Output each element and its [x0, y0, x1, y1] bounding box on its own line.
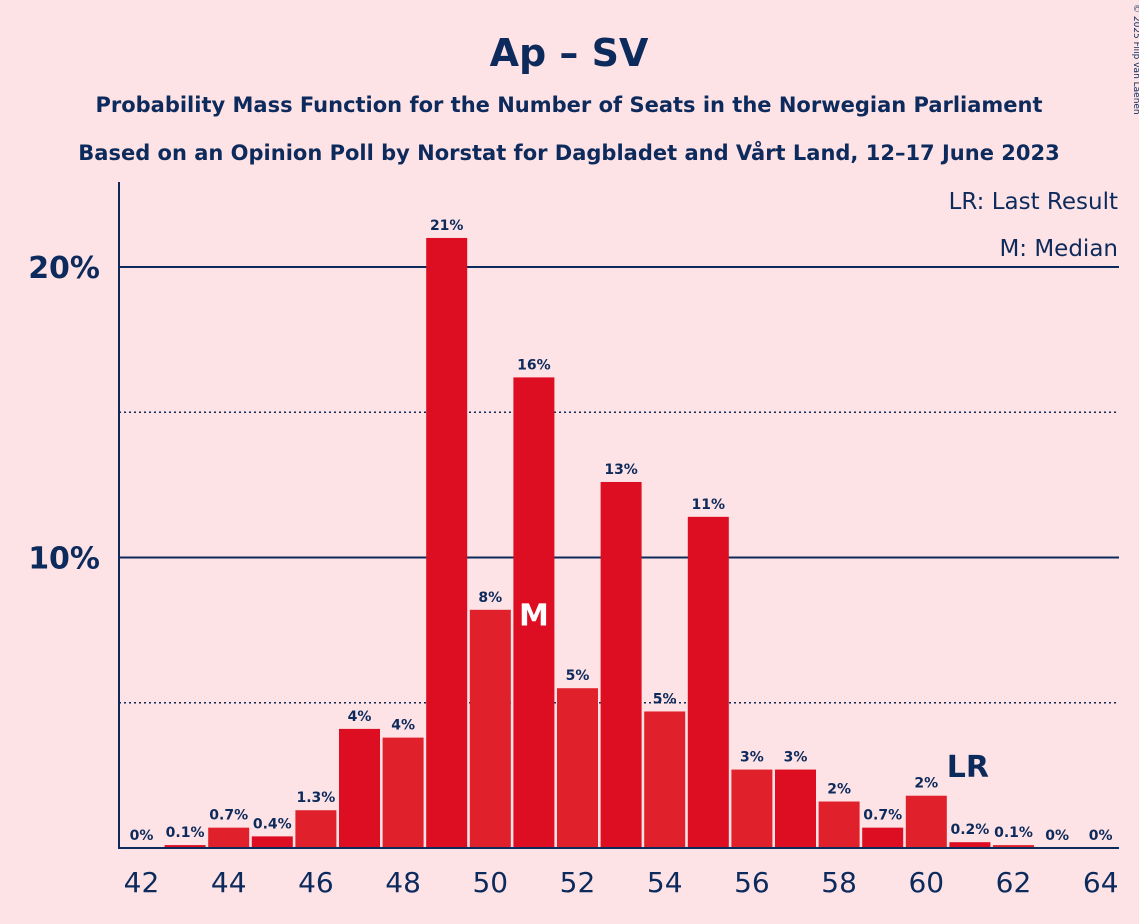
bar — [382, 737, 424, 848]
data-label: 8% — [478, 590, 502, 606]
bar — [731, 769, 773, 848]
data-label: 11% — [692, 497, 726, 513]
data-label: 13% — [604, 462, 638, 478]
legend-median: M: Median — [999, 236, 1118, 262]
bar — [164, 845, 206, 848]
data-label: 0.1% — [994, 825, 1033, 841]
x-tick-label: 50 — [472, 866, 508, 899]
x-tick-label: 54 — [647, 866, 683, 899]
data-label: 3% — [740, 750, 764, 766]
x-tick-label: 56 — [734, 866, 770, 899]
bar — [557, 688, 598, 848]
bar — [644, 711, 686, 848]
bar — [905, 795, 947, 848]
bar — [469, 609, 511, 848]
y-tick-label: 20% — [28, 251, 100, 286]
legend-backdrop-lr — [930, 182, 1120, 216]
data-label: 0.4% — [253, 816, 292, 832]
data-label: 5% — [566, 668, 590, 684]
chart-title: Ap – SV — [490, 31, 649, 75]
data-label: 21% — [430, 218, 464, 234]
data-label: 4% — [391, 718, 415, 734]
data-label: 0% — [1045, 828, 1069, 844]
data-label: 3% — [784, 750, 808, 766]
legend-backdrop-median — [980, 230, 1120, 266]
data-label: 2% — [827, 782, 851, 798]
bar — [295, 810, 337, 848]
data-label: 0.1% — [166, 825, 205, 841]
x-tick-label: 58 — [821, 866, 857, 899]
bar — [993, 845, 1034, 848]
data-label: 5% — [653, 691, 677, 707]
data-label: 2% — [914, 776, 938, 792]
x-tick-label: 46 — [298, 866, 334, 899]
x-tick-labels: 42 44 46 48 50 52 54 56 58 60 62 64 — [124, 866, 1119, 899]
y-tick-label: 10% — [28, 542, 100, 577]
bars — [164, 237, 1034, 848]
bar — [339, 728, 380, 848]
data-label: 0.2% — [950, 822, 989, 838]
bar — [775, 769, 816, 848]
chart-subtitle-2: Based on an Opinion Poll by Norstat for … — [78, 140, 1059, 165]
y-tick-labels: 10% 20% — [28, 251, 100, 577]
bar — [251, 836, 293, 848]
data-label: 0% — [1089, 828, 1113, 844]
bar — [818, 801, 860, 848]
bar — [513, 377, 555, 848]
x-tick-label: 62 — [996, 866, 1032, 899]
data-labels: 0% 0.1%0.7%0.4%1.3%4%4%21%8%16%5%13%5%11%… — [130, 218, 1113, 844]
x-tick-label: 60 — [908, 866, 944, 899]
bar — [949, 842, 991, 848]
bar — [208, 827, 250, 848]
x-tick-label: 48 — [385, 866, 421, 899]
data-label: 1.3% — [296, 790, 335, 806]
data-label: 0% — [130, 828, 154, 844]
bar — [862, 827, 904, 848]
x-tick-label: 64 — [1083, 866, 1119, 899]
data-label: 16% — [517, 357, 551, 373]
x-tick-label: 44 — [211, 866, 247, 899]
median-marker: M — [519, 598, 549, 633]
chart-subtitle-1: Probability Mass Function for the Number… — [95, 93, 1042, 117]
x-tick-label: 52 — [560, 866, 596, 899]
data-label: 0.7% — [863, 808, 902, 824]
data-label: 0.7% — [209, 808, 248, 824]
copyright-notice: © 2025 Filip van Laenen — [1131, 4, 1139, 115]
bar — [426, 237, 468, 848]
data-label: 4% — [348, 709, 372, 725]
legend-last-result: LR: Last Result — [949, 189, 1118, 215]
bar — [687, 516, 729, 848]
x-tick-label: 42 — [124, 866, 160, 899]
last-result-marker: LR — [947, 750, 989, 785]
bar — [600, 481, 642, 848]
